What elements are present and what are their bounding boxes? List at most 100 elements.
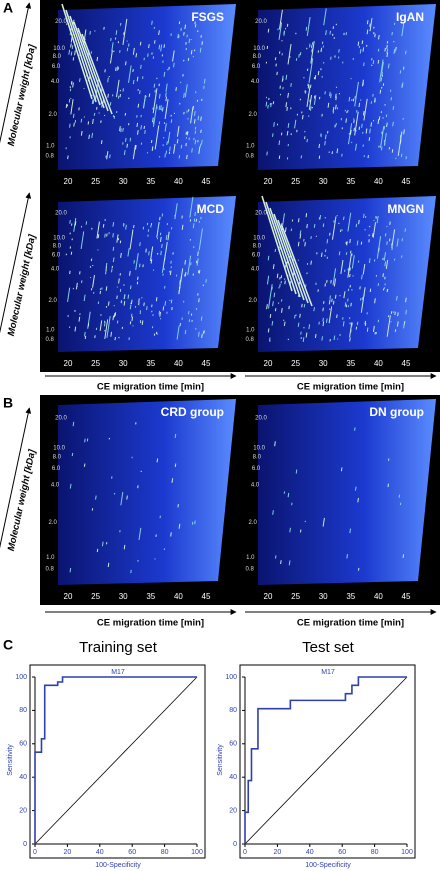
peak <box>265 101 268 107</box>
peak <box>138 527 142 541</box>
peak <box>283 321 286 326</box>
mw-tick-label: 2.0 <box>248 298 257 304</box>
peak <box>139 41 142 46</box>
y-tick-label: 0 <box>23 841 27 848</box>
peak <box>349 337 351 342</box>
peak <box>313 95 317 105</box>
peak <box>200 316 203 321</box>
peak <box>139 263 141 268</box>
peak <box>159 216 161 221</box>
y-tick-label: 60 <box>19 741 27 748</box>
chart-subtitle: M17 <box>321 669 335 676</box>
peak <box>73 122 75 127</box>
peak <box>332 106 335 112</box>
peak <box>405 309 407 315</box>
peak <box>152 88 158 114</box>
axis-arrow <box>0 407 32 587</box>
peak <box>402 554 405 558</box>
x-tick-label: 80 <box>161 849 169 856</box>
peak <box>269 314 272 318</box>
peak <box>335 93 337 98</box>
x-tick-label: 100 <box>191 849 203 856</box>
peak <box>198 228 203 251</box>
peak <box>310 106 312 111</box>
peak <box>401 82 404 87</box>
mw-tick-label: 1.0 <box>46 555 55 561</box>
mw-tick-label: 8.0 <box>253 455 262 461</box>
peak <box>310 41 315 64</box>
peak <box>91 99 94 105</box>
peak <box>386 122 388 127</box>
peak <box>159 236 162 242</box>
peak <box>361 123 363 128</box>
peak <box>84 331 86 337</box>
peak <box>321 336 324 341</box>
peak <box>364 320 367 325</box>
peak <box>336 148 339 154</box>
peak <box>61 3 93 100</box>
peak <box>134 144 137 150</box>
peak <box>362 110 365 116</box>
peak <box>80 130 83 136</box>
peak <box>123 294 126 300</box>
peak <box>73 223 76 228</box>
ce-tick-label: 40 <box>374 177 383 186</box>
peak <box>158 93 161 99</box>
mw-tick-label: 2.0 <box>248 520 257 526</box>
peak <box>309 43 311 48</box>
peak <box>83 294 86 302</box>
mw-tick-label: 4.0 <box>251 483 260 489</box>
peak <box>120 252 122 258</box>
peak <box>115 30 118 35</box>
peak <box>65 9 97 103</box>
ce-tick-label: 40 <box>174 359 183 368</box>
peak <box>69 483 72 489</box>
peak <box>70 43 72 48</box>
peak <box>372 222 377 238</box>
peak <box>161 243 163 249</box>
panel-label: B <box>3 395 13 411</box>
peak <box>396 321 399 327</box>
peak <box>362 263 366 275</box>
roc-curve <box>244 676 407 844</box>
peak <box>165 96 168 102</box>
peak <box>393 49 396 54</box>
peak <box>313 307 315 312</box>
peak <box>331 298 333 303</box>
mw-tick-label: 0.8 <box>45 566 54 572</box>
peak <box>345 118 348 123</box>
peak <box>329 91 331 97</box>
peak <box>326 239 329 244</box>
peak <box>69 123 71 128</box>
peak <box>335 104 337 110</box>
peak <box>104 233 106 238</box>
peak <box>322 307 324 312</box>
peak <box>346 241 348 246</box>
ce-tick-label: 25 <box>91 592 100 601</box>
peak <box>96 221 100 239</box>
peak <box>287 43 292 65</box>
peak <box>332 268 337 286</box>
peak <box>314 333 317 339</box>
peak <box>270 102 272 108</box>
peak <box>354 143 357 151</box>
mw-tick-label: 2.0 <box>48 298 57 304</box>
mw-tick-label: 0.8 <box>245 566 254 572</box>
y-tick-label: 40 <box>229 774 237 781</box>
peak <box>306 17 311 36</box>
peak <box>67 155 69 160</box>
peak <box>363 98 368 121</box>
peak <box>130 285 132 290</box>
peak <box>190 49 193 55</box>
peak <box>144 130 146 134</box>
peak <box>285 102 288 108</box>
peak <box>365 128 368 134</box>
peak <box>184 259 187 265</box>
peak <box>123 150 126 156</box>
peak <box>366 29 369 35</box>
peak <box>269 337 271 341</box>
peak <box>280 560 282 565</box>
peak <box>338 49 340 53</box>
ce-tick-label: 35 <box>346 359 355 368</box>
ce-tick-label: 20 <box>64 592 73 601</box>
